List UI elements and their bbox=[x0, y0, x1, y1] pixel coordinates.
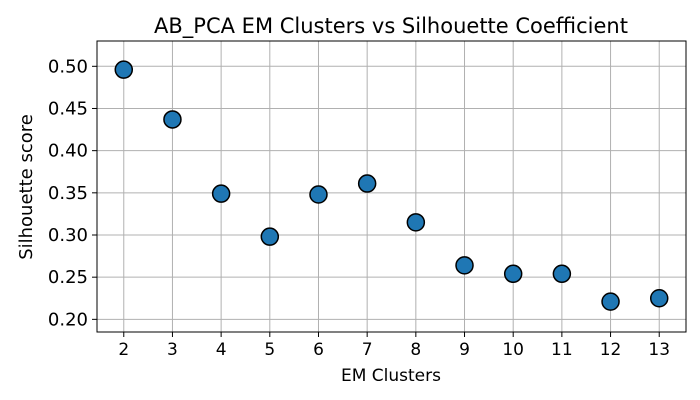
x-tick-label: 9 bbox=[459, 340, 470, 360]
ticks-layer: 2 3 4 5 6 7 8 9 10 11 12 13 0.20 0.25 0.30 0.35 0.40 0.45… bbox=[48, 56, 670, 360]
data-point bbox=[503, 264, 523, 284]
x-tick-label: 4 bbox=[216, 340, 227, 360]
chart-title: AB_PCA EM Clusters vs Silhouette Coeffic… bbox=[154, 14, 628, 39]
plot-frame bbox=[96, 40, 687, 333]
data-point bbox=[455, 256, 474, 275]
y-tick-label: 0.40 bbox=[48, 141, 88, 162]
x-tick-label: 10 bbox=[502, 340, 524, 360]
y-tick-label: 0.30 bbox=[48, 225, 88, 246]
data-point bbox=[260, 227, 280, 246]
y-tick-label: 0.45 bbox=[48, 98, 88, 119]
data-point bbox=[649, 289, 669, 308]
x-tick-label: 11 bbox=[551, 340, 573, 360]
grid-layer bbox=[97, 41, 686, 332]
data-point bbox=[357, 174, 377, 193]
x-tick-label: 13 bbox=[648, 340, 670, 360]
x-tick-label: 6 bbox=[313, 340, 324, 360]
x-tick-label: 2 bbox=[118, 340, 129, 360]
data-point bbox=[406, 213, 426, 232]
points-layer bbox=[114, 60, 669, 311]
x-axis-label: EM Clusters bbox=[341, 366, 441, 386]
x-tick-label: 3 bbox=[167, 340, 178, 360]
data-point bbox=[601, 292, 620, 311]
y-tick-label: 0.50 bbox=[48, 56, 88, 77]
axes-layer bbox=[96, 40, 687, 333]
data-point bbox=[552, 264, 572, 284]
x-tick-label: 8 bbox=[410, 340, 421, 360]
y-tick-label: 0.25 bbox=[48, 267, 88, 288]
y-tick-label: 0.35 bbox=[48, 183, 88, 204]
data-point bbox=[211, 184, 231, 203]
y-axis-label: Silhouette score bbox=[16, 114, 37, 260]
data-point bbox=[309, 185, 328, 204]
y-tick-label: 0.20 bbox=[48, 309, 88, 330]
x-tick-label: 5 bbox=[264, 340, 275, 360]
x-tick-label: 12 bbox=[600, 340, 622, 360]
data-point bbox=[163, 110, 182, 129]
x-tick-label: 7 bbox=[362, 340, 373, 360]
data-point bbox=[114, 60, 134, 79]
